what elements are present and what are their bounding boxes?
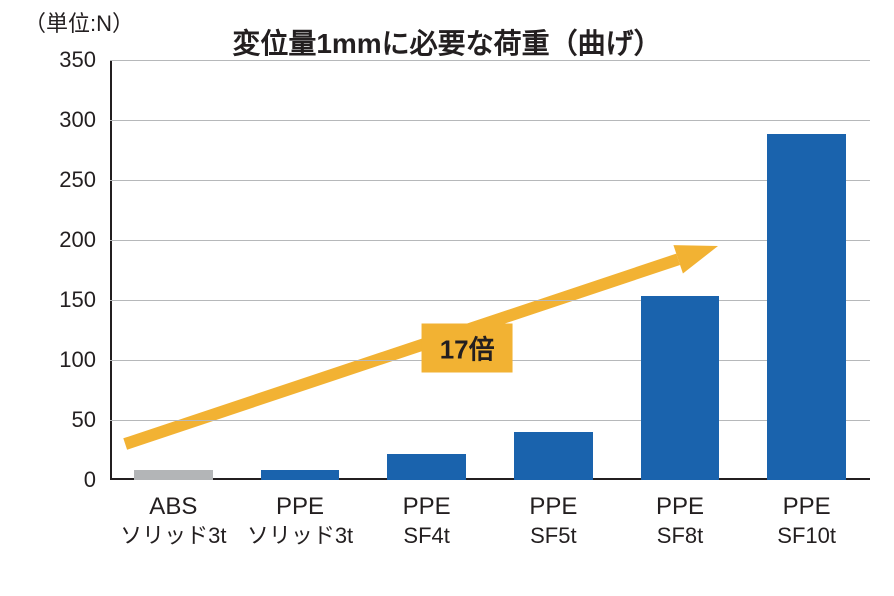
ytick-label: 200 — [59, 227, 110, 253]
bar — [641, 296, 720, 480]
xtick-label-line1: ABS — [120, 492, 226, 522]
y-axis — [110, 60, 112, 480]
bar — [514, 432, 593, 480]
xtick-label-line1: PPE — [656, 492, 704, 522]
ytick-label: 50 — [72, 407, 110, 433]
ytick-label: 0 — [84, 467, 110, 493]
bar — [767, 134, 846, 480]
gridline — [110, 240, 870, 241]
xtick-label-line1: PPE — [529, 492, 577, 522]
xtick-label-line2: ソリッド3t — [247, 522, 353, 550]
xtick-label-line2: SF8t — [656, 522, 704, 550]
chart-title: 変位量1mmに必要な荷重（曲げ） — [0, 22, 894, 62]
xtick-label-line1: PPE — [777, 492, 836, 522]
xtick-label: ABSソリッド3t — [120, 480, 226, 550]
xtick-label-line2: SF10t — [777, 522, 836, 550]
ytick-label: 250 — [59, 167, 110, 193]
gridline — [110, 420, 870, 421]
xtick-label: PPESF8t — [656, 480, 704, 550]
xtick-label-line1: PPE — [403, 492, 451, 522]
bar — [261, 470, 340, 480]
bar — [387, 454, 466, 480]
plot-area: 050100150200250300350ABSソリッド3tPPEソリッド3tP… — [110, 60, 870, 480]
ytick-label: 300 — [59, 107, 110, 133]
trend-arrow — [110, 60, 870, 480]
bar — [134, 470, 213, 480]
xtick-label: PPESF10t — [777, 480, 836, 550]
xtick-label-line2: SF4t — [403, 522, 451, 550]
bar-chart: （単位:N） 変位量1mmに必要な荷重（曲げ） 0501001502002503… — [0, 0, 894, 596]
gridline — [110, 180, 870, 181]
xtick-label-line2: ソリッド3t — [120, 522, 226, 550]
xtick-label: PPESF5t — [529, 480, 577, 550]
gridline — [110, 60, 870, 61]
xtick-label: PPEソリッド3t — [247, 480, 353, 550]
gridline — [110, 120, 870, 121]
ytick-label: 350 — [59, 47, 110, 73]
annotation-badge: 17倍 — [422, 324, 513, 373]
xtick-label-line2: SF5t — [529, 522, 577, 550]
xtick-label-line1: PPE — [247, 492, 353, 522]
ytick-label: 150 — [59, 287, 110, 313]
xtick-label: PPESF4t — [403, 480, 451, 550]
gridline — [110, 300, 870, 301]
ytick-label: 100 — [59, 347, 110, 373]
